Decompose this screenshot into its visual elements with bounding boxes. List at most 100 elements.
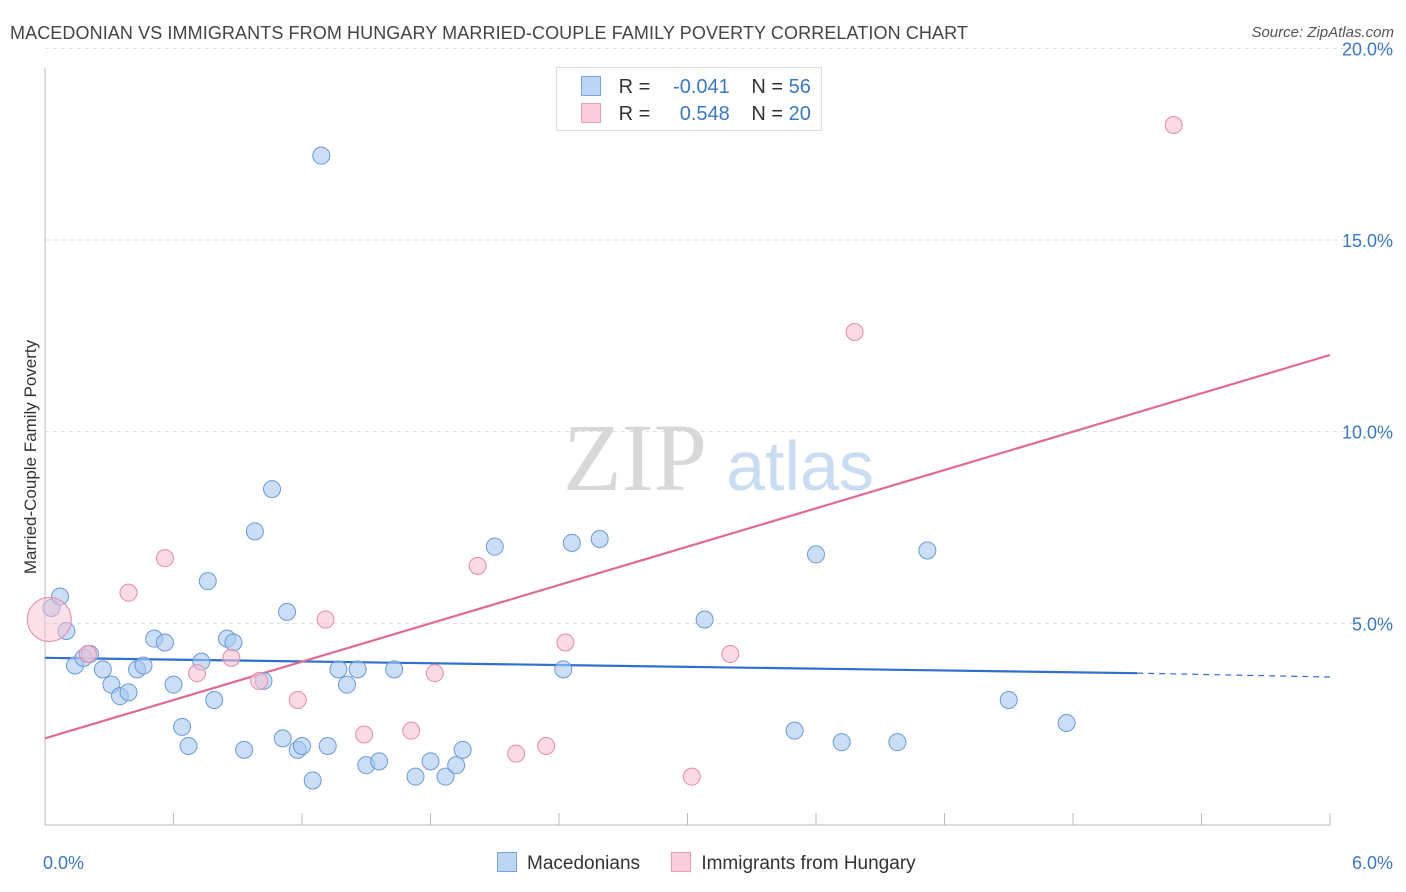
source-label: Source: ZipAtlas.com [1251, 24, 1394, 41]
legend-r-label: R = [618, 76, 651, 98]
legend-swatch-blue [581, 76, 601, 96]
point-hungary [425, 664, 444, 683]
point-hungary [188, 664, 207, 683]
point-hungary [845, 323, 864, 341]
legend-n-value: 56 [788, 76, 811, 98]
y-tick-label: 10.0% [1342, 423, 1393, 443]
watermark-atlas: atlas [726, 427, 874, 505]
point-hungary [250, 671, 269, 690]
point-hungary [288, 691, 307, 709]
point-hungary [682, 767, 701, 786]
point-hungary [537, 737, 556, 755]
point-macedonians [198, 572, 217, 591]
point-macedonians [695, 610, 714, 629]
point-hungary [119, 583, 138, 602]
y-tick-label: 20.0% [1342, 39, 1393, 59]
point-macedonians [370, 752, 389, 771]
point-macedonians [293, 737, 311, 755]
point-macedonians [1057, 714, 1076, 732]
watermark: ZIP atlas [563, 404, 874, 511]
point-macedonians [312, 146, 331, 165]
legend-r-value: -0.041 [673, 76, 730, 98]
legend-r-value: 0.548 [679, 103, 730, 125]
chart-title: MACEDONIAN VS IMMIGRANTS FROM HUNGARY MA… [10, 23, 968, 43]
series-legend: Macedonians Immigrants from Hungary [497, 852, 942, 875]
legend-label: Macedonians [527, 853, 641, 874]
y-tick-labels: 5.0% 10.0% 15.0% 20.0% [1342, 39, 1393, 634]
legend-n-label: N = [751, 103, 784, 125]
point-hungary [222, 648, 241, 667]
point-hungary [721, 645, 740, 663]
legend-row-macedonians: R = -0.041 N = 56 [581, 76, 811, 100]
point-macedonians [303, 771, 322, 790]
legend-swatch-pink [581, 103, 601, 123]
point-macedonians [235, 740, 254, 759]
point-macedonians [453, 740, 472, 759]
point-hungary [468, 556, 487, 575]
legend-row-hungary: R = 0.548 N = 20 [581, 103, 811, 127]
point-macedonians [278, 602, 297, 621]
point-macedonians [447, 756, 466, 775]
point-macedonians [337, 675, 356, 694]
trend-line-macedonians-extension [1137, 672, 1331, 678]
y-axis-label: Married-Couple Family Poverty [21, 339, 40, 574]
axes [44, 68, 1331, 826]
point-macedonians [329, 660, 348, 679]
point-macedonians [224, 633, 243, 652]
point-hungary [1164, 116, 1183, 134]
data-points [26, 116, 1183, 790]
point-macedonians [999, 691, 1018, 709]
point-macedonians [134, 656, 153, 675]
point-macedonians [832, 733, 851, 752]
point-macedonians [273, 729, 292, 748]
legend-r-label: R = [618, 103, 651, 125]
point-macedonians [918, 541, 937, 560]
point-macedonians [485, 537, 504, 556]
point-macedonians [205, 691, 224, 709]
legend-item-hungary[interactable]: Immigrants from Hungary [671, 852, 916, 875]
legend-item-macedonians[interactable]: Macedonians [497, 852, 640, 875]
point-hungary [402, 721, 421, 740]
stats-legend: R = -0.041 N = 56 R = 0.548 N = 20 [556, 67, 822, 131]
x-tick-label: 0.0% [43, 853, 84, 873]
point-hungary [507, 744, 526, 763]
legend-swatch-blue [497, 852, 517, 872]
legend-n-label: N = [751, 76, 784, 98]
y-tick-label: 15.0% [1342, 231, 1393, 251]
point-hungary [355, 725, 374, 744]
grid-lines [45, 47, 1392, 624]
point-macedonians [119, 683, 138, 702]
point-macedonians [263, 480, 282, 499]
point-macedonians [155, 633, 174, 652]
point-hungary [78, 645, 97, 663]
point-macedonians [385, 660, 404, 679]
point-macedonians [348, 660, 367, 679]
point-macedonians [562, 533, 581, 552]
point-macedonians [245, 522, 264, 541]
y-tick-label: 5.0% [1352, 614, 1393, 634]
point-macedonians [436, 767, 455, 786]
point-macedonians [807, 545, 825, 564]
point-macedonians [590, 530, 609, 548]
point-macedonians [179, 737, 198, 755]
point-macedonians [173, 717, 192, 736]
point-hungary [556, 633, 575, 652]
point-macedonians [93, 660, 112, 679]
watermark-zip: ZIP [563, 404, 707, 511]
x-tick-label: 6.0% [1352, 853, 1393, 873]
point-macedonians [421, 752, 440, 771]
x-tick-labels: 0.0% 6.0% [43, 853, 1393, 873]
legend-label: Immigrants from Hungary [701, 853, 916, 874]
point-macedonians [785, 721, 804, 740]
point-hungary [316, 610, 335, 629]
point-hungary [155, 549, 174, 568]
point-hungary [26, 597, 72, 642]
legend-n-value: 20 [788, 103, 811, 125]
point-macedonians [318, 737, 337, 755]
point-macedonians [554, 660, 573, 679]
point-macedonians [888, 733, 907, 752]
point-macedonians [406, 767, 425, 786]
point-macedonians [164, 675, 183, 694]
legend-swatch-pink [671, 852, 692, 872]
